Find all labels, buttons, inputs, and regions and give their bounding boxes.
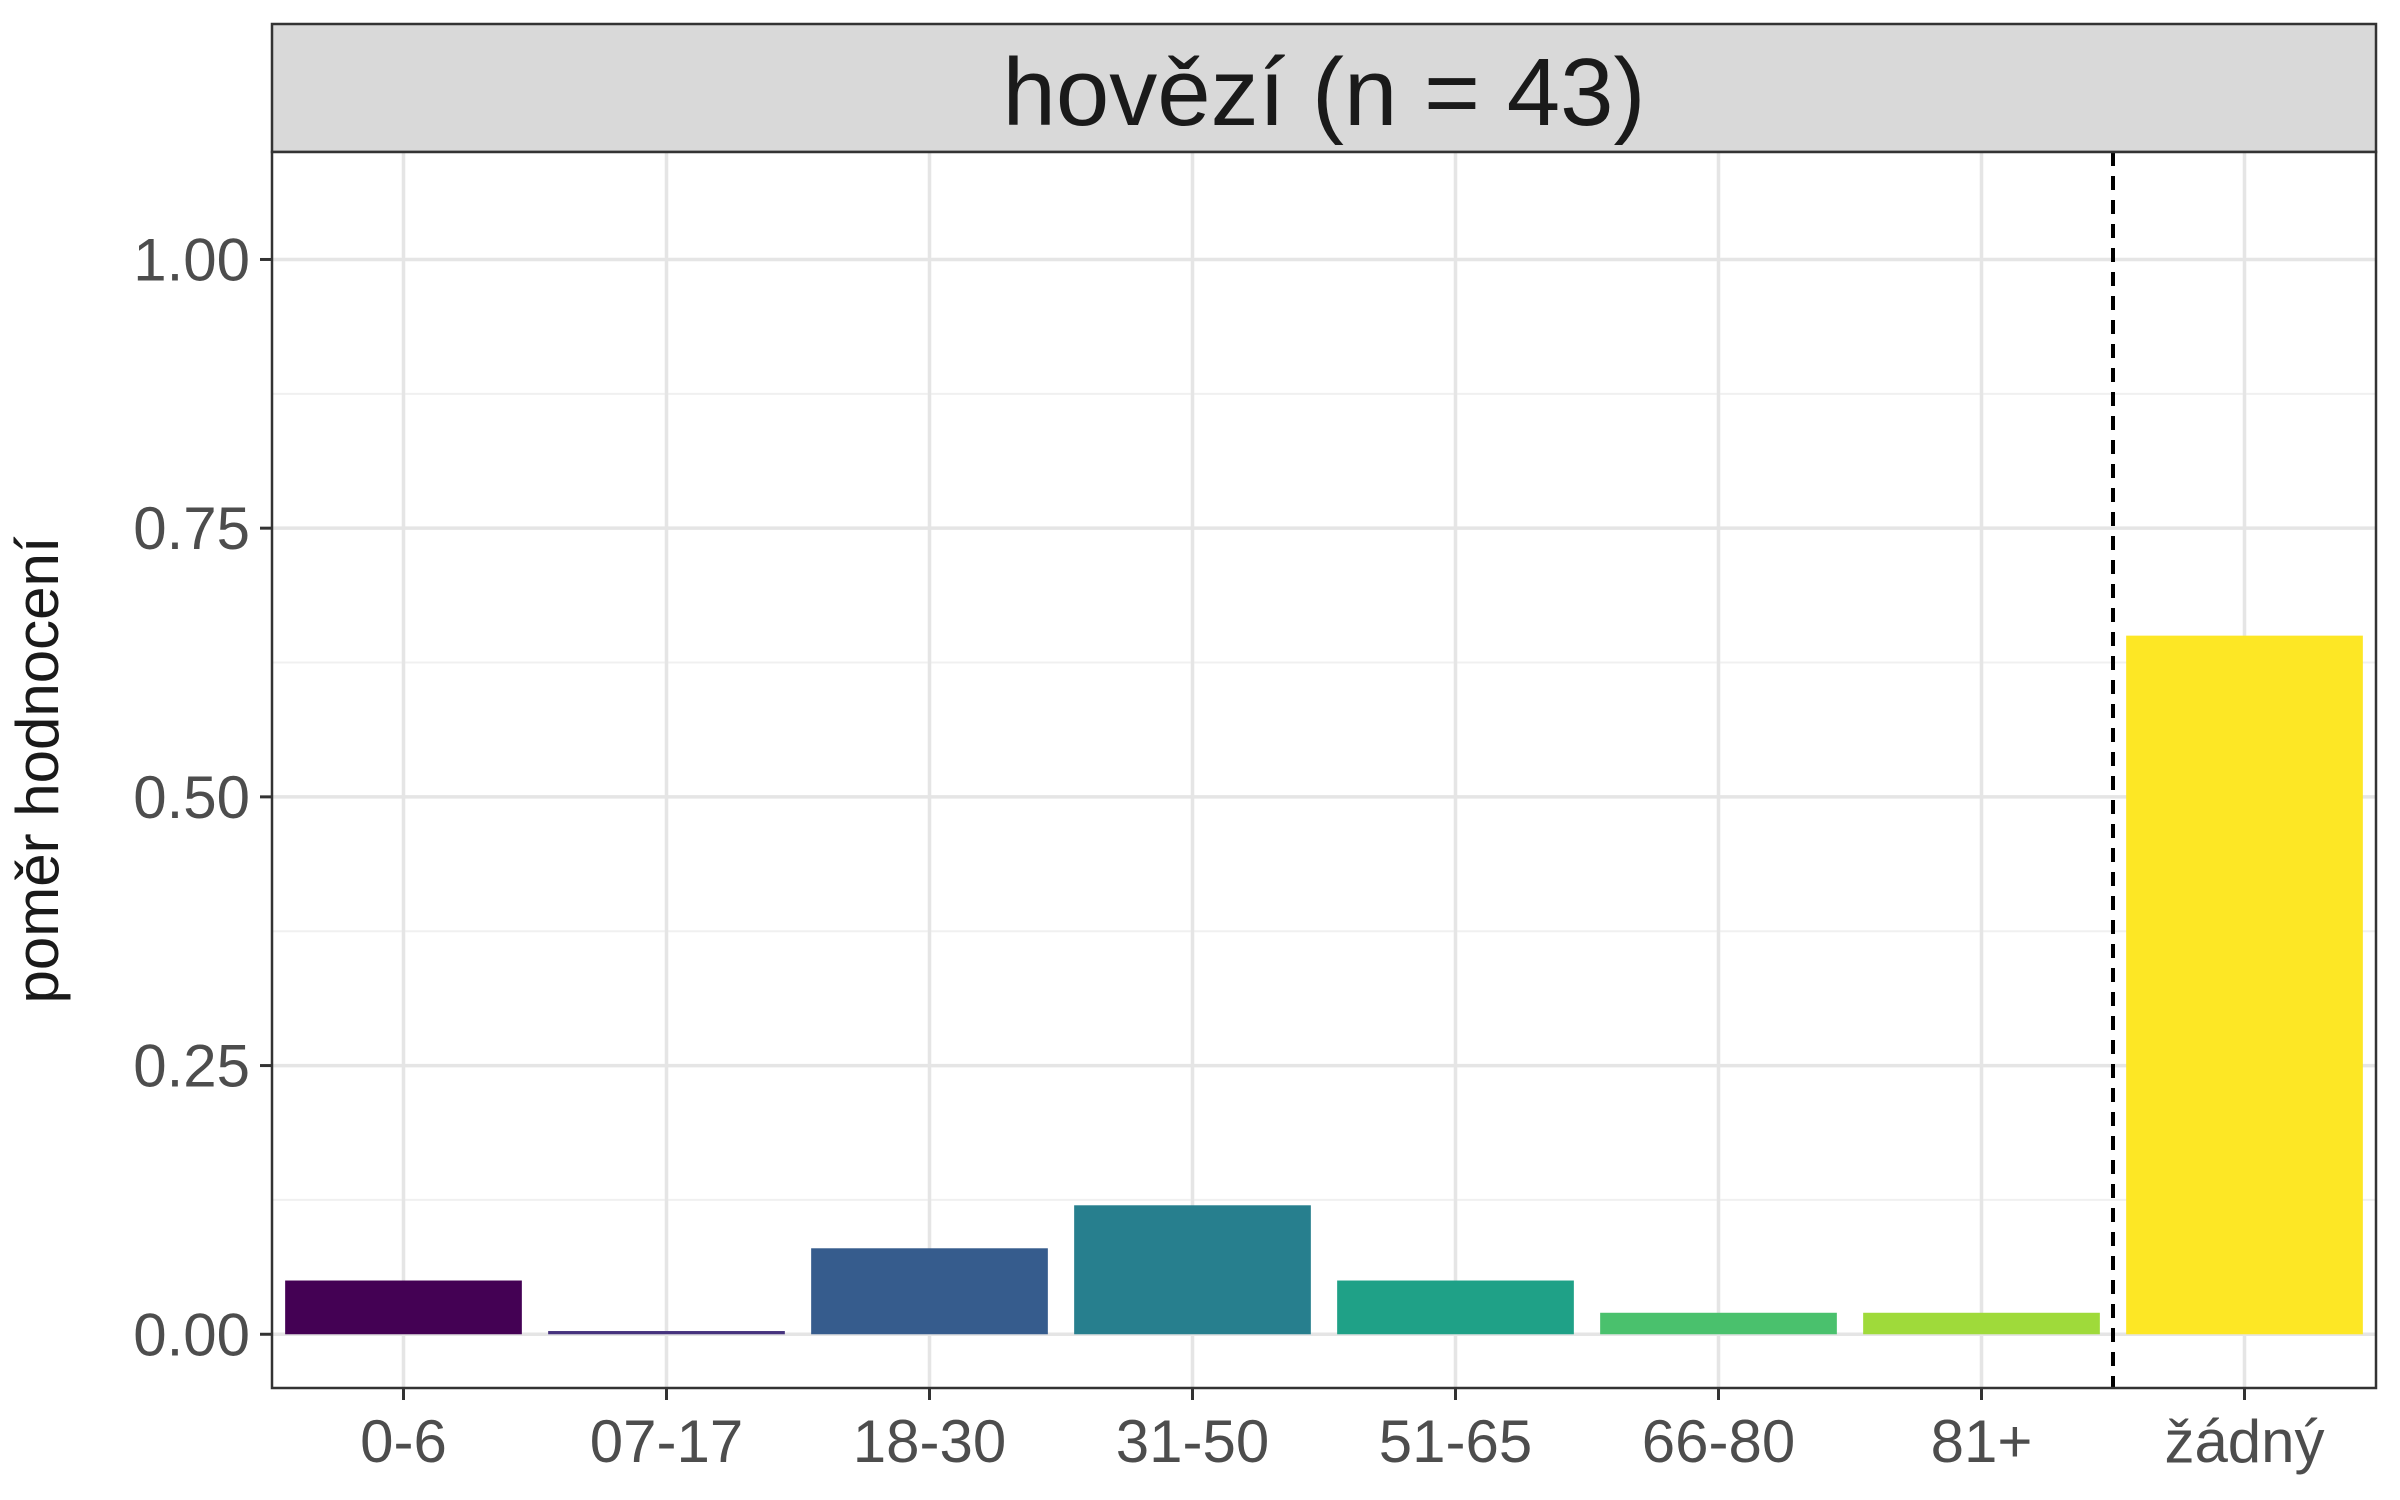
y-tick-label: 1.00 [133,226,250,293]
x-tick-label: 81+ [1931,1408,2033,1475]
y-tick-label: 0.75 [133,495,250,562]
strip-background [270,22,2378,154]
y-tick-label: 0.00 [133,1301,250,1368]
bar-31-50 [1074,1205,1311,1335]
bar-žádný [2126,635,2363,1335]
y-axis-title: poměr hodnocení [4,536,71,1003]
bar-18-30 [811,1248,1048,1335]
x-tick-label: 51-65 [1379,1408,1532,1475]
y-tick-label: 0.25 [133,1033,250,1100]
x-tick-label: žádný [2164,1408,2324,1475]
bar-0-6 [285,1280,522,1335]
panel-title: hovězí (n = 43) [1002,39,1645,146]
y-tick-label: 0.50 [133,764,250,831]
bar-81+ [1863,1312,2100,1335]
x-tick-label: 0-6 [360,1408,447,1475]
x-axis: 0-6 07-17 18-30 31-50 51-65 66-80 81+ žádný [360,1388,2325,1475]
plot-border [270,150,2378,1390]
plot-panel [272,152,2376,1388]
bar-66-80 [1600,1312,1837,1335]
x-tick-label: 07-17 [590,1408,743,1475]
bar-51-65 [1337,1280,1574,1335]
bars [285,635,2363,1335]
x-tick-label: 66-80 [1642,1408,1795,1475]
y-axis: 0.00 0.25 0.50 0.75 1.00 [133,226,272,1368]
bar-07-17 [548,1331,785,1335]
x-tick-label: 31-50 [1116,1408,1269,1475]
x-tick-label: 18-30 [853,1408,1006,1475]
gridlines [272,152,2376,1388]
